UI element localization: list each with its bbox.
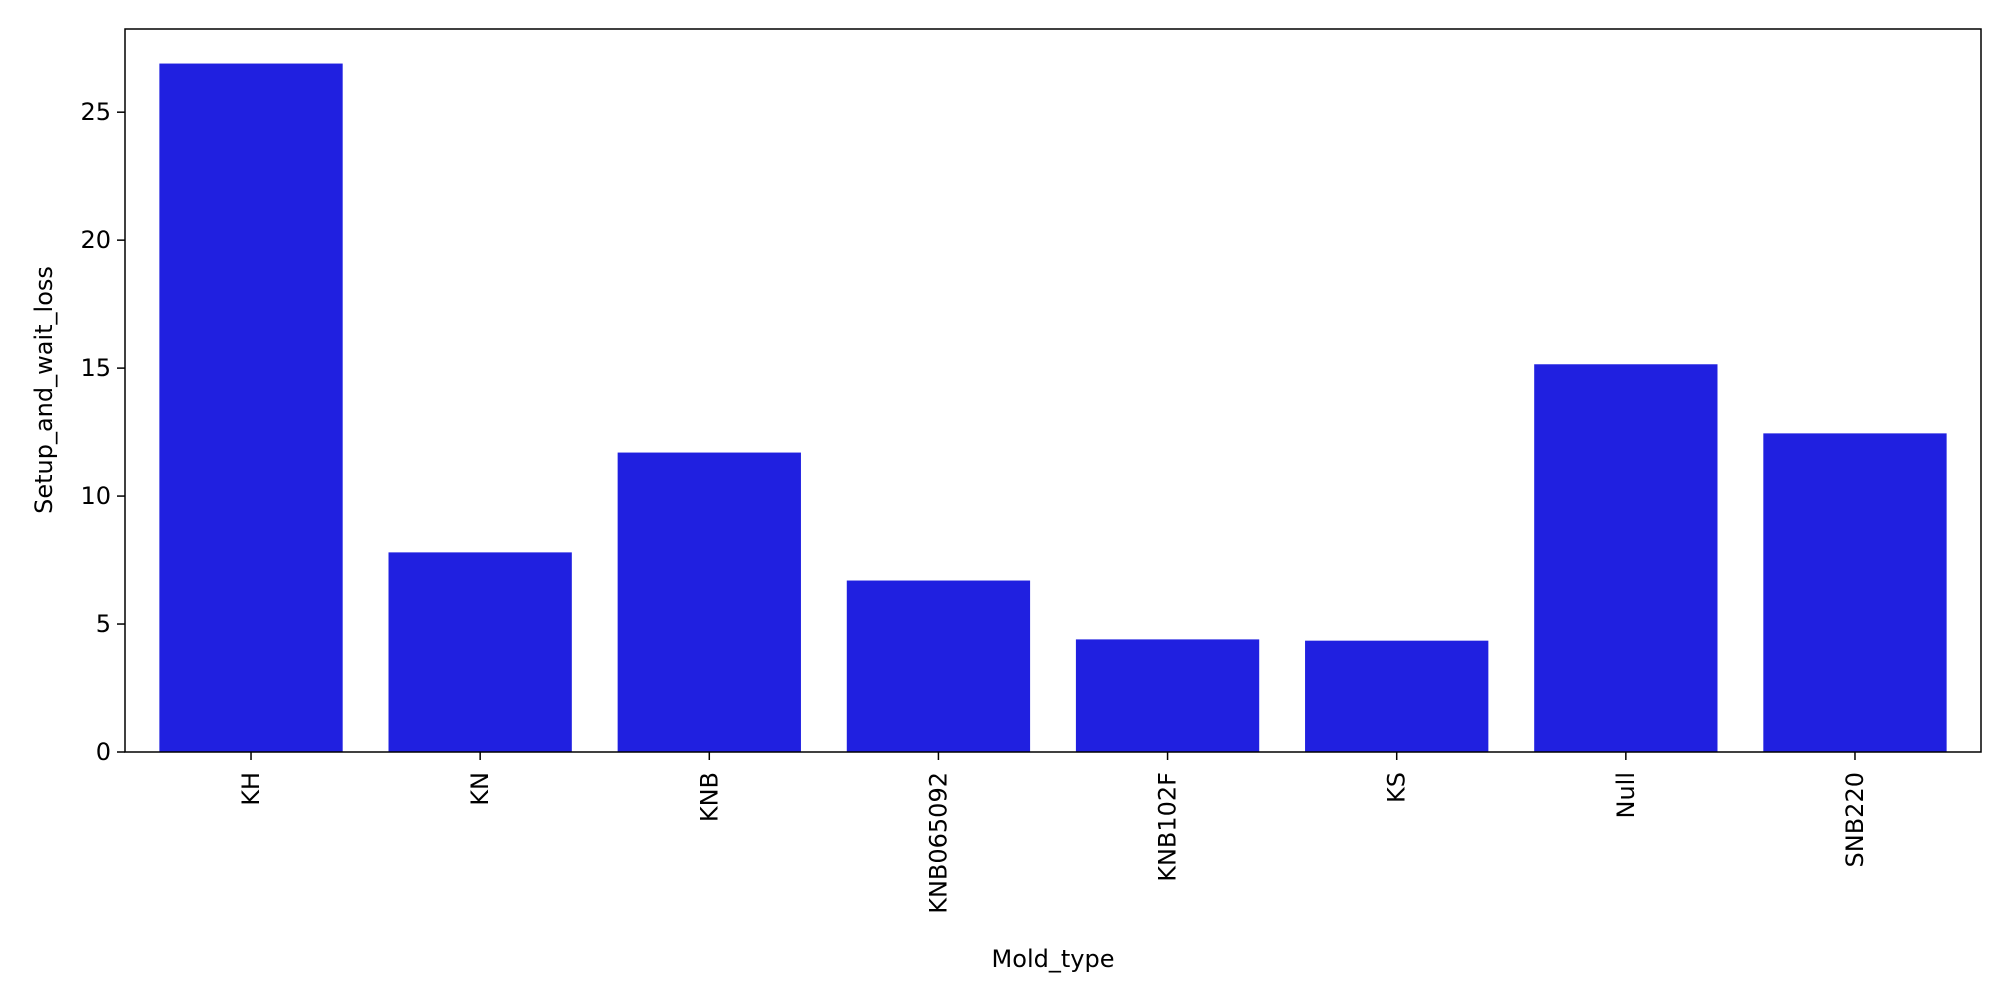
plot-frame xyxy=(124,28,1982,753)
y-axis: 0 5 10 15 20 25 xyxy=(80,98,125,766)
bar-kn xyxy=(388,552,572,752)
x-tick-label: Null xyxy=(1612,772,1640,819)
x-tick-label: KNB xyxy=(695,772,723,822)
y-tick-label: 15 xyxy=(80,354,111,382)
x-tick-label: KNB102F xyxy=(1154,772,1182,882)
x-tick-label: KH xyxy=(237,772,265,806)
bar-kh xyxy=(159,63,343,753)
y-tick-label: 20 xyxy=(80,226,111,254)
y-tick-label: 5 xyxy=(96,610,111,638)
bar-null xyxy=(1534,364,1718,752)
bar-knb065092 xyxy=(846,580,1031,752)
x-tick-label: SNB220 xyxy=(1841,772,1869,867)
y-tick-label: 25 xyxy=(80,98,111,126)
x-axis: KH KN KNB KNB065092 KNB102F KS Null SNB220 xyxy=(237,752,1869,914)
y-axis-label: Setup_and_wait_loss xyxy=(30,266,58,514)
bar-snb220 xyxy=(1763,433,1947,752)
y-tick-label: 10 xyxy=(80,482,111,510)
bars-layer xyxy=(159,63,1947,753)
bar-knb xyxy=(617,452,801,752)
x-tick-label: KNB065092 xyxy=(924,772,952,914)
bar-ks xyxy=(1305,640,1489,752)
x-tick-label: KN xyxy=(466,772,494,806)
bar-knb102f xyxy=(1075,639,1260,752)
y-tick-label: 0 xyxy=(96,738,111,766)
x-tick-label: KS xyxy=(1383,772,1411,803)
x-axis-label: Mold_type xyxy=(992,945,1115,973)
